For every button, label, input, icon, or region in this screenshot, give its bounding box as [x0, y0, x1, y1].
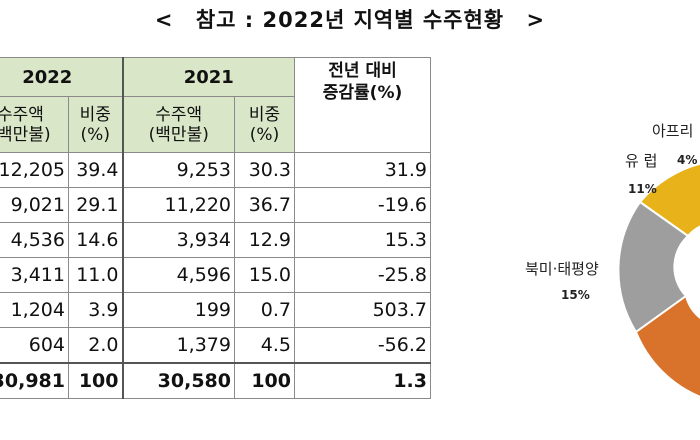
share-2021-cell: 36.7	[234, 187, 295, 223]
table-row: 1,204 3.9 199 0.7 503.7	[0, 292, 431, 328]
amount-2021-cell: 1,379	[122, 327, 235, 364]
pie-slice-other-region	[634, 294, 700, 398]
share-2022-header: 비중 (%)	[68, 96, 124, 153]
amount-2022-cell: 3,411	[0, 257, 69, 293]
total-yoy-change: 1.3	[294, 362, 431, 399]
share-2021-cell: 15.0	[234, 257, 295, 293]
share-2022-cell: 29.1	[68, 187, 124, 223]
yoy-change-header-line2: 증감률(%)	[322, 83, 403, 103]
title-left-bracket: <	[154, 8, 174, 32]
pie-label-africa: 아프리	[652, 122, 694, 140]
title-right-bracket: >	[526, 8, 546, 32]
pie-pct-namerica: 15%	[561, 288, 590, 302]
table-row: 604 2.0 1,379 4.5 -56.2	[0, 327, 431, 364]
amount-2022-cell: 1,204	[0, 292, 69, 328]
pie-label-europe: 유 럽	[625, 152, 658, 170]
total-share-2022: 100	[68, 362, 124, 399]
amount-2021-cell: 9,253	[122, 152, 235, 188]
title-text: 참고 : 2022년 지역별 수주현황	[195, 8, 505, 32]
table-row: 4,536 14.6 3,934 12.9 15.3	[0, 222, 431, 258]
total-row: 30,981 100 30,580 100 1.3	[0, 362, 431, 399]
pie-pct-europe: 11%	[628, 182, 657, 196]
pie-label-namerica: 북미·태평양	[525, 260, 599, 278]
amount-2022-cell: 4,536	[0, 222, 69, 258]
region-orders-table: 2022 2021 전년 대비 증감률(%) 수주액 (백만불) 비중 (%) …	[0, 57, 431, 399]
total-amount-2022: 30,981	[0, 362, 69, 399]
yoy-change-header: 전년 대비 증감률(%)	[294, 57, 431, 153]
year-header-row: 2022 2021 전년 대비 증감률(%)	[0, 57, 431, 153]
amount-2021-cell: 4,596	[122, 257, 235, 293]
share-2022-cell: 3.9	[68, 292, 124, 328]
share-2022-cell: 14.6	[68, 222, 124, 258]
yoy-change-cell: 31.9	[294, 152, 431, 188]
yoy-change-cell: 503.7	[294, 292, 431, 328]
column-header-row: 수주액 (백만불) 비중 (%) 수주액 (백만불) 비중 (%)	[0, 96, 431, 153]
amount-2022-cell: 12,205	[0, 152, 69, 188]
amount-2021-cell: 199	[122, 292, 235, 328]
amount-2022-cell: 9,021	[0, 187, 69, 223]
year-2021-header: 2021	[122, 57, 295, 97]
share-2021-cell: 30.3	[234, 152, 295, 188]
share-2021-cell: 4.5	[234, 327, 295, 364]
yoy-change-header-line1: 전년 대비	[328, 61, 397, 81]
table-row: 3,411 11.0 4,596 15.0 -25.8	[0, 257, 431, 293]
pie-pct-africa: 4%	[677, 153, 698, 167]
amount-2021-header: 수주액 (백만불)	[122, 96, 235, 153]
share-2022-cell: 11.0	[68, 257, 124, 293]
share-2021-cell: 0.7	[234, 292, 295, 328]
page-title: < 참고 : 2022년 지역별 수주현황 >	[0, 4, 700, 34]
pie-slice-africa-europe	[638, 162, 700, 238]
total-amount-2021: 30,580	[122, 362, 235, 399]
share-2022-cell: 2.0	[68, 327, 124, 364]
amount-2022-header: 수주액 (백만불)	[0, 96, 69, 153]
yoy-change-cell: -19.6	[294, 187, 431, 223]
